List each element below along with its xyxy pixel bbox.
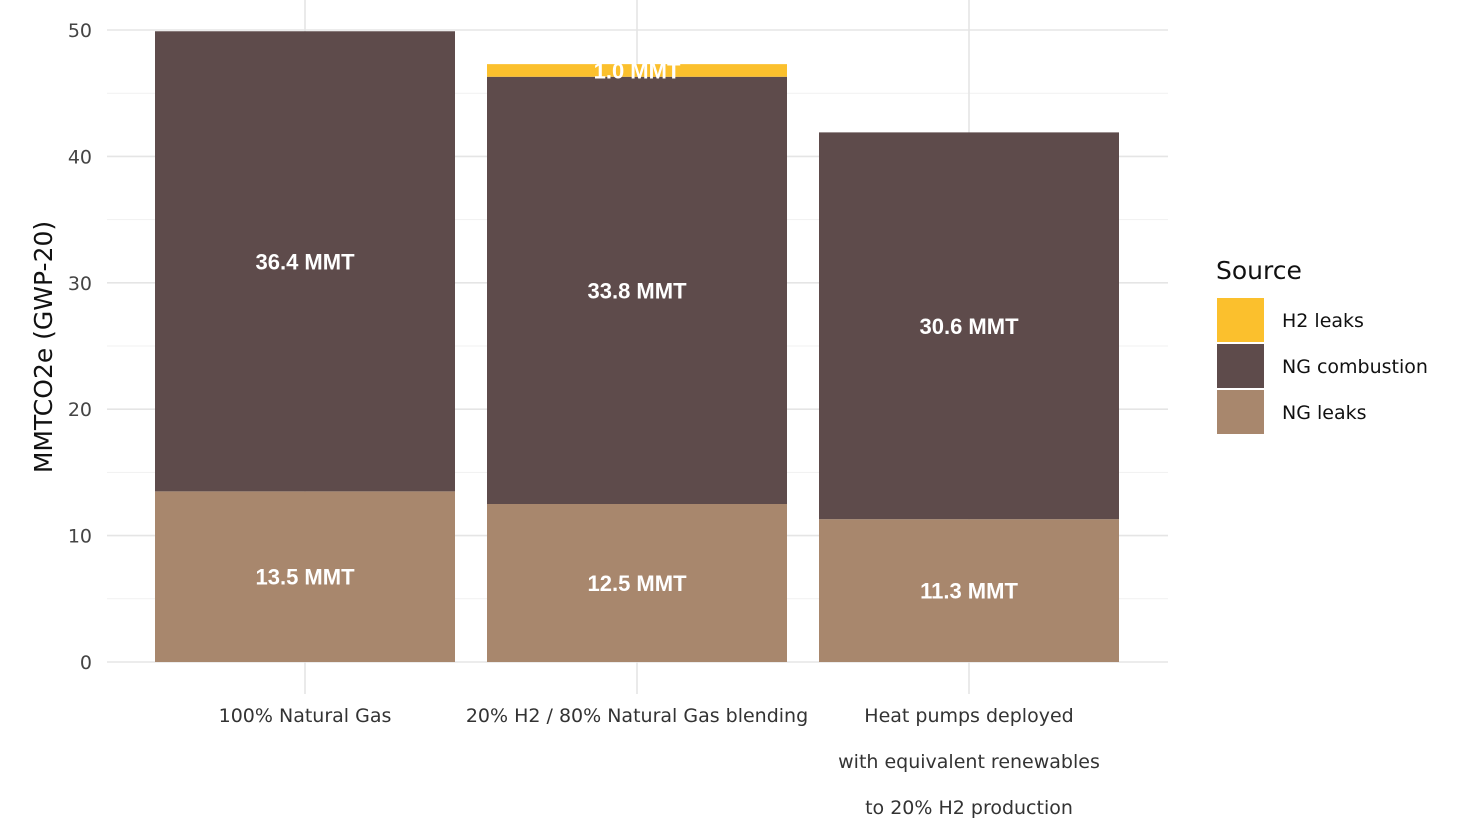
y-tick-label: 0 bbox=[80, 652, 92, 674]
y-axis: 0 10 20 30 40 50 bbox=[68, 20, 92, 674]
bar-segment bbox=[155, 31, 455, 492]
y-tick-label: 10 bbox=[68, 526, 92, 548]
bar-segment bbox=[487, 504, 787, 662]
data-label: 11.3 MMT bbox=[920, 579, 1018, 604]
legend-entry: H2 leaks bbox=[1282, 310, 1364, 332]
y-axis-title: MMTCO2e (GWP-20) bbox=[29, 221, 58, 473]
legend-title: Source bbox=[1216, 256, 1302, 285]
legend-swatch bbox=[1217, 344, 1264, 388]
bar-segment bbox=[155, 491, 455, 662]
y-tick-label: 50 bbox=[68, 20, 92, 42]
bar-segment bbox=[487, 64, 787, 77]
data-label: 13.5 MMT bbox=[255, 565, 355, 590]
y-tick-label: 30 bbox=[68, 273, 92, 295]
data-label: 12.5 MMT bbox=[587, 571, 687, 596]
bars: 13.5 MMT 36.4 MMT 12.5 MMT 33.8 MMT 1.0 MMT 1… bbox=[155, 31, 1119, 662]
x-category-label: 20% H2 / 80% Natural Gas blending bbox=[466, 705, 808, 727]
data-label: 30.6 MMT bbox=[919, 314, 1019, 339]
legend: Source H2 leaks NG combustion NG leaks bbox=[1216, 256, 1428, 434]
y-tick-label: 20 bbox=[68, 399, 92, 421]
x-category-label: with equivalent renewables bbox=[838, 751, 1100, 773]
x-category-label: 100% Natural Gas bbox=[219, 705, 392, 727]
legend-swatch bbox=[1217, 298, 1264, 342]
data-label: 33.8 MMT bbox=[587, 278, 687, 303]
bar-segment bbox=[819, 519, 1119, 662]
x-category-label: Heat pumps deployed bbox=[864, 705, 1073, 727]
data-label: 36.4 MMT bbox=[255, 249, 355, 274]
y-tick-label: 40 bbox=[68, 146, 92, 168]
x-category-label: to 20% H2 production bbox=[865, 797, 1073, 819]
legend-entry: NG leaks bbox=[1282, 402, 1367, 424]
bar-segment bbox=[819, 132, 1119, 520]
x-axis-category-labels: 100% Natural Gas 20% H2 / 80% Natural Gas… bbox=[219, 705, 1100, 819]
data-label: 1.0 MMT bbox=[594, 58, 681, 83]
legend-swatch bbox=[1217, 390, 1264, 434]
legend-entry: NG combustion bbox=[1282, 356, 1428, 378]
bar-segment bbox=[487, 76, 787, 504]
